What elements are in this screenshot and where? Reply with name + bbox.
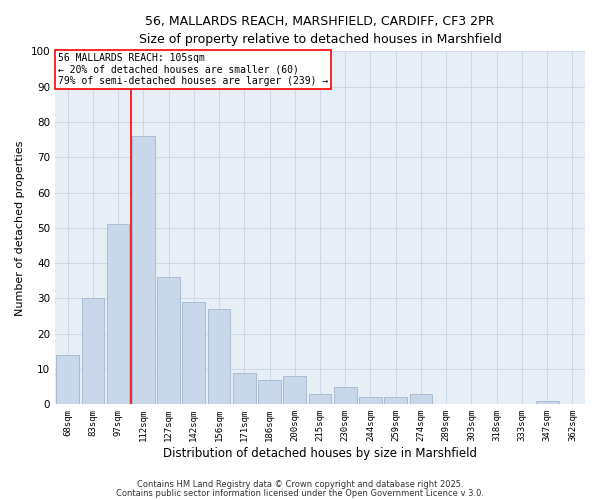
Bar [385,398,407,404]
Bar [359,398,382,404]
Bar [258,380,281,404]
X-axis label: Distribution of detached houses by size in Marshfield: Distribution of detached houses by size … [163,447,477,460]
Bar [233,372,256,404]
Bar [536,401,559,404]
Bar [107,224,130,404]
Bar [182,302,205,404]
Bar [410,394,433,404]
Bar [157,278,180,404]
Text: 56 MALLARDS REACH: 105sqm
← 20% of detached houses are smaller (60)
79% of semi-: 56 MALLARDS REACH: 105sqm ← 20% of detac… [58,53,328,86]
Bar [308,394,331,404]
Bar [334,386,356,404]
Bar [283,376,306,404]
Bar [56,355,79,405]
Y-axis label: Number of detached properties: Number of detached properties [15,140,25,316]
Bar [132,136,155,404]
Bar [208,309,230,404]
Bar [82,298,104,405]
Text: Contains public sector information licensed under the Open Government Licence v : Contains public sector information licen… [116,489,484,498]
Title: 56, MALLARDS REACH, MARSHFIELD, CARDIFF, CF3 2PR
Size of property relative to de: 56, MALLARDS REACH, MARSHFIELD, CARDIFF,… [139,15,502,46]
Text: Contains HM Land Registry data © Crown copyright and database right 2025.: Contains HM Land Registry data © Crown c… [137,480,463,489]
